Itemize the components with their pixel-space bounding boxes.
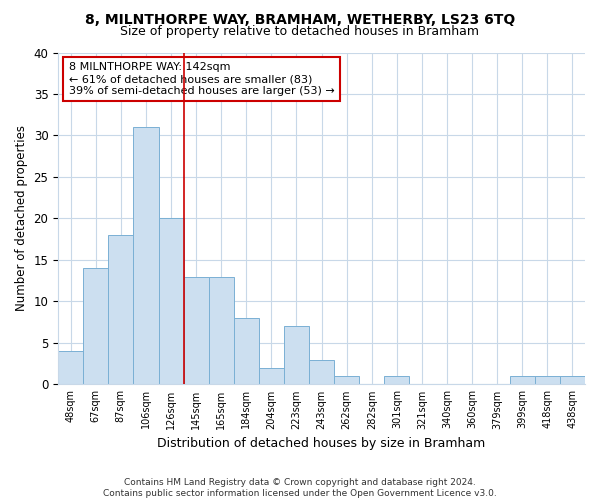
Text: 8 MILNTHORPE WAY: 142sqm
← 61% of detached houses are smaller (83)
39% of semi-d: 8 MILNTHORPE WAY: 142sqm ← 61% of detach… bbox=[68, 62, 334, 96]
Bar bbox=[158, 218, 184, 384]
Bar bbox=[284, 326, 309, 384]
Bar bbox=[58, 351, 83, 384]
Bar bbox=[133, 127, 158, 384]
X-axis label: Distribution of detached houses by size in Bramham: Distribution of detached houses by size … bbox=[157, 437, 486, 450]
Bar bbox=[535, 376, 560, 384]
Bar bbox=[209, 276, 234, 384]
Bar bbox=[334, 376, 359, 384]
Bar bbox=[384, 376, 409, 384]
Bar bbox=[234, 318, 259, 384]
Bar bbox=[259, 368, 284, 384]
Bar bbox=[83, 268, 109, 384]
Bar bbox=[109, 235, 133, 384]
Text: Size of property relative to detached houses in Bramham: Size of property relative to detached ho… bbox=[121, 25, 479, 38]
Bar bbox=[309, 360, 334, 384]
Bar bbox=[560, 376, 585, 384]
Bar bbox=[184, 276, 209, 384]
Text: Contains HM Land Registry data © Crown copyright and database right 2024.
Contai: Contains HM Land Registry data © Crown c… bbox=[103, 478, 497, 498]
Text: 8, MILNTHORPE WAY, BRAMHAM, WETHERBY, LS23 6TQ: 8, MILNTHORPE WAY, BRAMHAM, WETHERBY, LS… bbox=[85, 12, 515, 26]
Y-axis label: Number of detached properties: Number of detached properties bbox=[15, 126, 28, 312]
Bar bbox=[510, 376, 535, 384]
